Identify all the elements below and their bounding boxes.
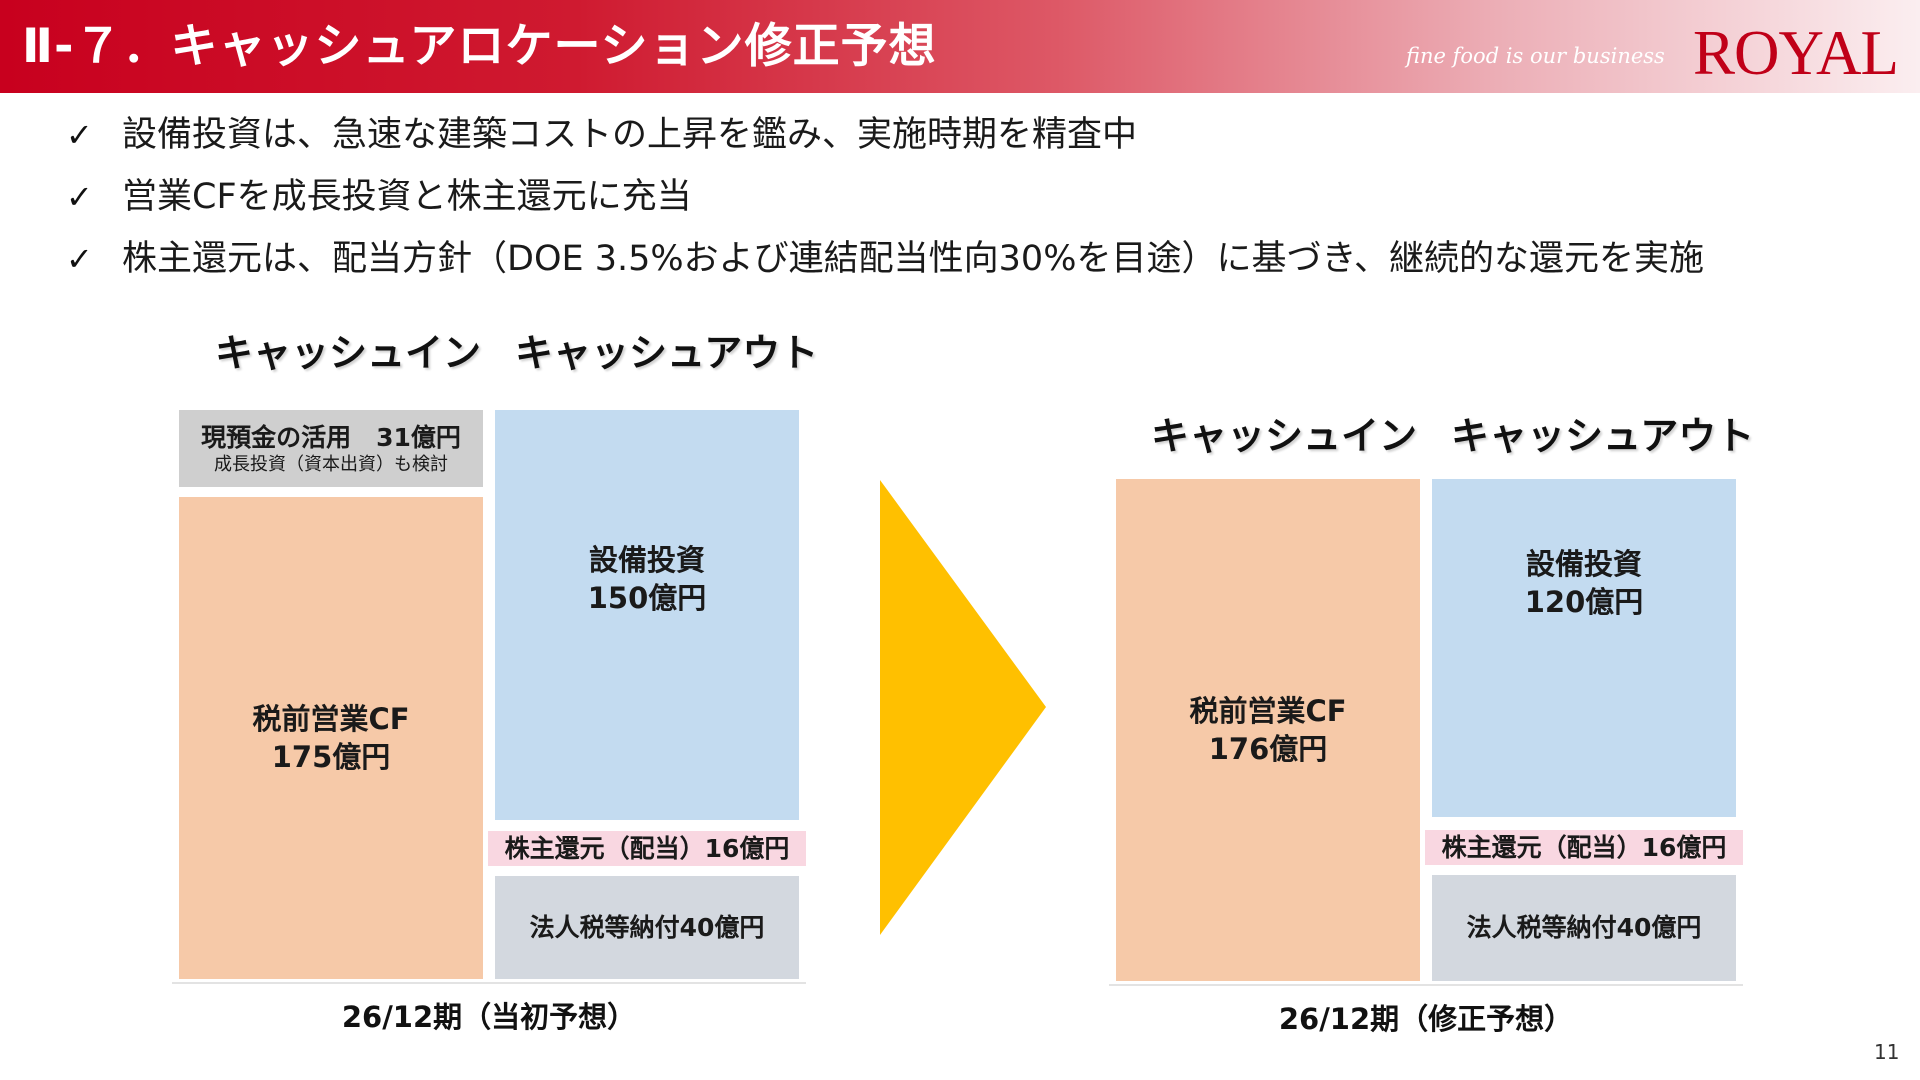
page-title: Ⅱ-７．キャッシュアロケーション修正予想: [22, 19, 937, 74]
pretax-cf-label: 税前営業CF: [252, 702, 410, 736]
pretax-cf-block: 税前営業CF 175億円: [179, 497, 483, 979]
dividend-block: 株主還元（配当）16億円: [488, 831, 806, 866]
check-icon: ✓: [66, 240, 93, 278]
cash-out-heading: キャッシュアウト: [1451, 414, 1755, 458]
royal-logo: ROYAL: [1693, 18, 1899, 88]
capex-label: 設備投資: [588, 543, 705, 577]
tax-block: 法人税等納付40億円: [1432, 875, 1736, 981]
bullet-text: 株主還元は、配当方針（DOE 3.5%および連結配当性向30%を目途）に基づき、…: [122, 239, 1705, 279]
check-icon: ✓: [66, 178, 93, 216]
tax-label: 法人税等納付40億円: [1466, 913, 1702, 942]
pretax-cf-value: 175億円: [271, 740, 391, 774]
capex-block: 設備投資 150億円: [495, 410, 799, 820]
dividend-label: 株主還元（配当）16億円: [1441, 832, 1727, 862]
dividend-label: 株主還元（配当）16億円: [504, 833, 790, 863]
capex-block: 設備投資 120億円: [1432, 479, 1736, 817]
tax-block: 法人税等納付40億円: [495, 876, 799, 979]
header-band: Ⅱ-７．キャッシュアロケーション修正予想 fine food is our bu…: [0, 0, 1920, 93]
brand-tagline: fine food is our business: [1406, 44, 1665, 68]
capex-value: 120億円: [1524, 585, 1644, 619]
pretax-cf-value: 176億円: [1208, 732, 1328, 766]
arrow-right-icon: [880, 480, 1046, 935]
cash-in-heading: キャッシュイン: [1151, 414, 1418, 458]
pretax-cf-block: 税前営業CF 176億円: [1116, 479, 1420, 981]
deposits-block: 現預金の活用 31億円 成長投資（資本出資）も検討: [179, 410, 483, 487]
cash-in-heading: キャッシュイン: [215, 331, 482, 375]
bullet-text: 営業CFを成長投資と株主還元に充当: [122, 177, 692, 217]
bullet-text: 設備投資は、急速な建築コストの上昇を鑑み、実施時期を精査中: [122, 115, 1138, 155]
deposits-title: 現預金の活用 31億円: [201, 422, 461, 452]
check-icon: ✓: [66, 116, 93, 154]
dividend-block: 株主還元（配当）16億円: [1425, 830, 1743, 865]
period-label: 26/12期（当初予想）: [341, 1000, 637, 1034]
baseline: [172, 982, 806, 984]
page-number: 11: [1874, 1040, 1900, 1064]
pretax-cf-label: 税前営業CF: [1189, 694, 1347, 728]
capex-value: 150億円: [587, 581, 707, 615]
deposits-note: 成長投資（資本出資）も検討: [214, 453, 448, 475]
period-label: 26/12期（修正予想）: [1278, 1002, 1574, 1036]
cash-out-heading: キャッシュアウト: [515, 331, 819, 375]
capex-label: 設備投資: [1525, 547, 1642, 581]
baseline: [1109, 984, 1743, 986]
tax-label: 法人税等納付40億円: [529, 912, 765, 942]
